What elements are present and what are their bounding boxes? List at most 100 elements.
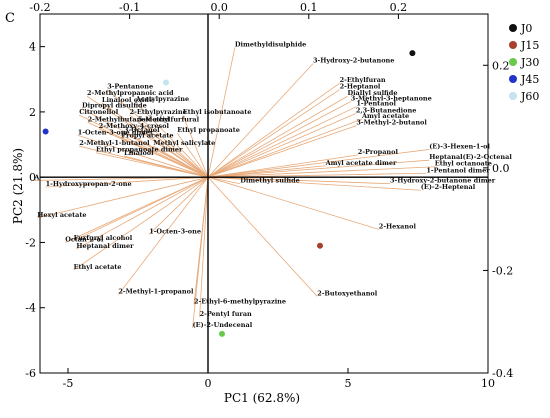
loading-label: 1-Pentanol	[356, 100, 396, 108]
loading-label: 1-Pentanol dimer	[426, 166, 490, 174]
loading-label: 3-Hydroxy-2-butanone	[313, 57, 394, 65]
left-tick-label: -6	[25, 367, 36, 380]
top-tick-label: 0.1	[300, 1, 318, 14]
legend-label-j45: J45	[520, 73, 539, 86]
legend-marker-j30	[509, 58, 517, 66]
loading-label: Dipropyl disulfide	[82, 102, 147, 110]
loading-vectors	[34, 47, 435, 329]
loading-vector	[207, 89, 340, 178]
loading-vector	[207, 176, 421, 191]
loading-label: Citronellol	[79, 108, 119, 116]
top-tick-label: -0.2	[29, 1, 50, 14]
score-point-j15	[317, 242, 323, 249]
right-tick-label: -0.4	[492, 367, 513, 380]
loading-label: Acetylpyrazine	[135, 95, 189, 103]
left-tick-label: -2	[25, 236, 36, 249]
loading-vector	[207, 113, 356, 178]
loading-label: 2-Heptanol	[340, 83, 381, 91]
loading-vector	[207, 47, 236, 178]
loading-vector	[95, 152, 209, 178]
loading-label: 2,3-Butanedione	[356, 107, 417, 115]
loading-vector	[207, 176, 379, 230]
score-point-j45	[42, 128, 49, 135]
right-tick-label: 0.0	[492, 162, 510, 175]
loading-label: Heptanal dimer	[76, 242, 134, 250]
plot-frame	[39, 13, 489, 374]
loading-vector	[73, 176, 209, 242]
loading-label: Ethyl octanoate	[435, 160, 492, 168]
loading-label: 2-Methoxy-4-cresol	[99, 122, 170, 130]
loading-vector	[207, 154, 358, 178]
loading-label: Linalool	[124, 149, 154, 157]
loading-vector	[207, 118, 363, 178]
loading-label: 2-Hexanol	[379, 222, 417, 230]
loading-vector	[207, 95, 348, 178]
loading-label: 3-Methyl-3-heptanone	[351, 94, 432, 102]
loading-label: Propyl acetate	[121, 132, 173, 140]
loading-vector	[207, 82, 340, 178]
loading-label: 2-Pentyl furan	[200, 310, 252, 318]
loading-label: Ethyl propanoate	[177, 126, 240, 134]
loading-vector	[123, 155, 209, 178]
loading-label: 2-Propanol	[358, 148, 399, 156]
legend-label-j0: J0	[520, 22, 532, 35]
loading-vector	[207, 166, 435, 178]
loading-label: (E)-3-Hexen-1-ol	[429, 142, 490, 150]
loading-label: Dimethyldisulphide	[235, 40, 306, 48]
loading-vector	[207, 176, 241, 185]
left-tick-label: 4	[29, 41, 36, 54]
score-point-j0	[409, 50, 416, 57]
legend-label-j30: J30	[520, 56, 539, 69]
left-tick-label: 0	[29, 171, 36, 184]
loading-label: (E)-2-Heptenal	[421, 183, 476, 191]
right-tick-label: 0.2	[492, 59, 510, 72]
loading-label: 2-Ethyl-6-methylpyrazine	[194, 297, 286, 305]
legend-label-j60: J60	[520, 90, 539, 103]
loading-label: Amyl acetate	[361, 112, 409, 120]
top-tick-label: -0.1	[119, 1, 140, 14]
bottom-tick-label: -5	[63, 377, 74, 390]
left-tick-label: 2	[29, 106, 36, 119]
loading-vector	[207, 149, 430, 178]
loading-vector	[86, 95, 209, 178]
loading-vector	[182, 115, 209, 178]
loading-label: 2-Methylbutanoic acid	[88, 115, 170, 123]
loading-vector	[135, 101, 209, 178]
loading-label: 3-Hydroxy-2-butanone dimer	[390, 177, 496, 185]
legend-marker-j45	[509, 75, 517, 83]
right-tick-label: -0.2	[492, 264, 513, 277]
loading-vector	[207, 159, 430, 178]
loading-label: 3-Octanol	[124, 126, 160, 134]
panel-letter: C	[5, 11, 15, 26]
loading-vector	[207, 176, 391, 185]
loading-vector	[207, 125, 357, 178]
loading-label: Linalool oxide	[102, 96, 153, 104]
loading-vector	[123, 132, 209, 178]
loading-label: 2-Ethylfuran	[340, 76, 386, 84]
loading-label: 1-Hydroxypropan-2-one	[46, 180, 132, 188]
axes: -5 0 5 10 -6 -4 -2 0 2 4 -0.2 -0.1 0.0 0.1 0.2 -0.4 -0.2…	[25, 1, 513, 390]
loading-label: A	[33, 173, 40, 181]
loading-label: 3-Methyl-2-butanol	[356, 119, 427, 127]
loading-vector	[148, 176, 209, 235]
loading-label: 2-Methyl-1-butanol	[79, 139, 150, 147]
legend-marker-j15	[509, 41, 517, 49]
top-tick-label: 0.2	[390, 1, 408, 14]
loading-label: 2-Methylpropanoic acid	[87, 89, 174, 97]
loading-label: 2-Ethylpyrazine	[130, 108, 187, 116]
loading-vector	[207, 176, 318, 297]
loading-label: 1-Octen-3-one	[149, 227, 201, 235]
loading-label: 5-Methylfurfural	[138, 115, 200, 123]
left-tick-label: -4	[25, 302, 36, 315]
loading-vector	[121, 138, 209, 178]
loading-vector	[73, 176, 209, 271]
loading-label: Dimethyl sulfide	[240, 177, 300, 185]
top-tick-label: 0.0	[210, 1, 228, 14]
loading-label: 2-Butoxyethanol	[317, 289, 378, 297]
score-points	[42, 50, 416, 337]
loading-label: 3-Pentanone	[107, 83, 153, 91]
x-axis-title: PC1 (62.8%)	[224, 391, 300, 405]
loading-vector	[153, 145, 209, 178]
